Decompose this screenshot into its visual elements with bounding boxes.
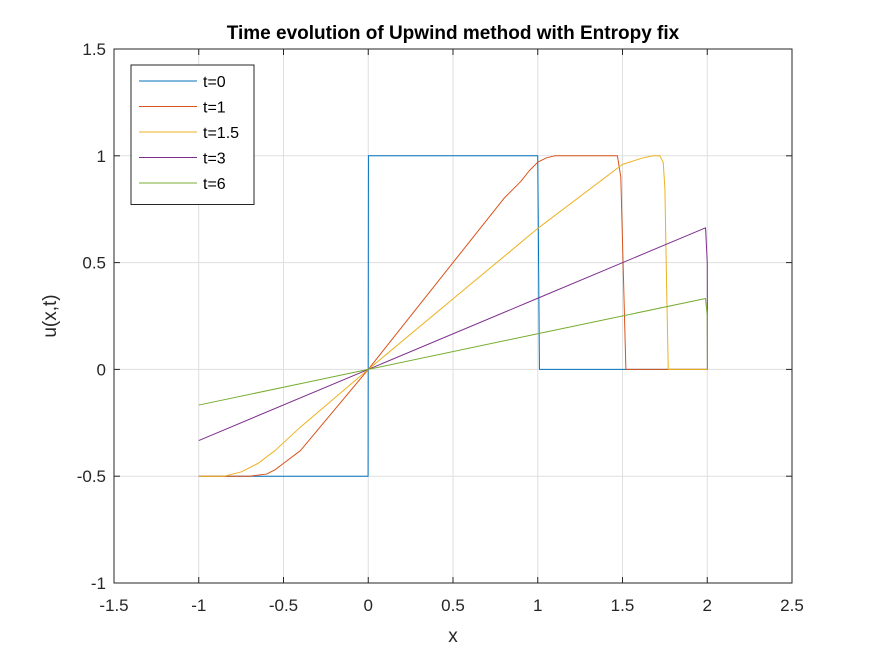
y-tick-label: -0.5	[77, 467, 106, 486]
legend-label: t=6	[203, 176, 226, 193]
x-tick-label: 0.5	[441, 596, 465, 615]
x-tick-label: 1.5	[611, 596, 635, 615]
series-line-t=6	[198, 297, 708, 406]
y-axis-label: u(x,t)	[40, 294, 61, 337]
chart-title: Time evolution of Upwind method with Ent…	[227, 23, 680, 44]
x-tick-label: 2.5	[780, 596, 804, 615]
series-line-t=3	[198, 227, 708, 441]
x-tick-label: -0.5	[269, 596, 298, 615]
series-line-t=0	[198, 155, 708, 477]
y-tick-label: 1.5	[82, 40, 106, 59]
ticks: -1.5 -1 -0.5 0 0.5 1 1.5 2 2.5 -1 -0.5 0 0.5 1 1.5	[77, 40, 804, 615]
legend-label: t=3	[203, 151, 226, 168]
series-lines	[198, 155, 708, 477]
legend: t=0 t=1 t=1.5 t=3 t=6	[130, 64, 255, 205]
legend-label: t=1.5	[203, 125, 239, 142]
x-axis-label: x	[448, 626, 458, 647]
x-tick-label: -1.5	[99, 596, 128, 615]
legend-box	[130, 64, 255, 205]
y-tick-label: 1	[97, 147, 106, 166]
x-tick-label: 0	[364, 596, 373, 615]
legend-label: t=0	[203, 74, 226, 91]
y-tick-label: 0	[97, 360, 106, 379]
series-line-t=1.5	[198, 155, 708, 477]
x-tick-label: 2	[703, 596, 712, 615]
x-tick-label: 1	[533, 596, 542, 615]
y-tick-label: -1	[91, 574, 106, 593]
series-line-t=1	[198, 155, 708, 477]
legend-label: t=1	[203, 100, 226, 117]
x-tick-label: -1	[191, 596, 206, 615]
y-tick-label: 0.5	[82, 254, 106, 273]
